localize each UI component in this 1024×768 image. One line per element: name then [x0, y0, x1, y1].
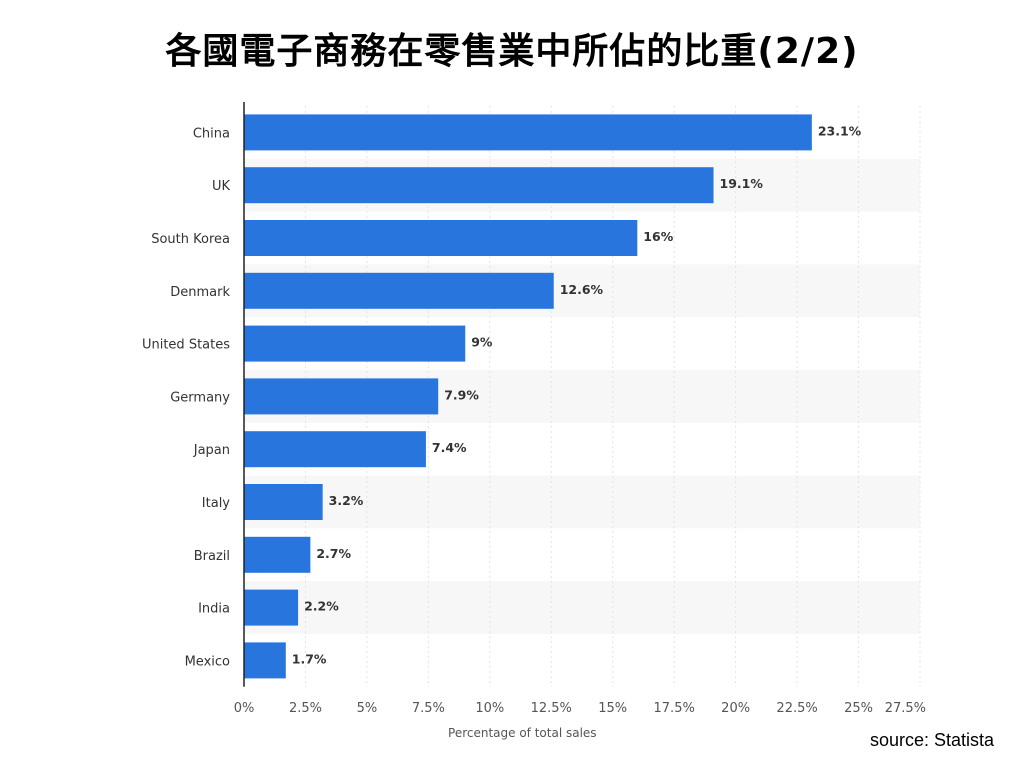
row-stripe — [244, 581, 920, 634]
category-label: Denmark — [170, 285, 230, 300]
x-axis-title: Percentage of total sales — [448, 726, 597, 740]
category-label: Mexico — [185, 654, 230, 669]
x-tick-label: 15% — [598, 701, 627, 716]
category-label: Germany — [170, 390, 230, 405]
category-label: Japan — [193, 443, 230, 458]
bar — [244, 431, 426, 468]
x-tick-label: 0% — [234, 701, 255, 716]
x-tick-label: 25% — [844, 701, 873, 716]
bar — [244, 325, 466, 362]
x-tick-label: 22.5% — [776, 701, 817, 716]
bar — [244, 220, 638, 256]
value-label: 23.1% — [818, 123, 862, 138]
bar — [244, 167, 714, 204]
value-label: 7.4% — [432, 440, 467, 455]
bar — [244, 642, 286, 679]
slide-title: 各國電子商務在零售業中所佔的比重(2/2) — [165, 31, 859, 72]
category-labels: China UK South Korea Denmark United States Ge… — [142, 126, 230, 669]
bar — [244, 484, 323, 520]
source-note: source: Statista — [869, 730, 994, 750]
x-tick-label: 17.5% — [654, 701, 695, 716]
row-stripes — [244, 158, 920, 634]
category-label: South Korea — [151, 232, 230, 247]
x-tick-label: 20% — [721, 701, 750, 716]
category-label: UK — [212, 179, 231, 194]
x-tick-label: 5% — [357, 701, 378, 716]
bar — [244, 536, 311, 573]
x-tick-label: 2.5% — [289, 701, 322, 716]
value-label: 16% — [643, 229, 673, 244]
bar — [244, 272, 554, 309]
value-label: 9% — [471, 335, 493, 350]
bar — [244, 378, 439, 415]
category-label: United States — [142, 338, 230, 353]
value-labels: 23.1% 19.1% 16% 12.6% 9% 7.9% 7.4% 3.2% 2.7% 2.2%… — [292, 123, 862, 666]
x-tick-label: 10% — [475, 701, 504, 716]
value-label: 1.7% — [292, 651, 327, 666]
category-label: Brazil — [194, 549, 230, 564]
value-label: 2.7% — [316, 546, 351, 561]
bar — [244, 589, 299, 626]
bar — [244, 114, 812, 151]
row-stripe — [244, 475, 920, 529]
category-label: Italy — [202, 496, 231, 511]
value-label: 19.1% — [720, 176, 764, 191]
bars — [244, 114, 812, 679]
category-label: India — [198, 602, 230, 617]
value-label: 3.2% — [329, 493, 364, 508]
value-label: 12.6% — [560, 282, 604, 297]
value-label: 7.9% — [444, 387, 479, 402]
x-tick-label: 27.5% — [885, 701, 926, 716]
category-label: China — [193, 126, 230, 141]
x-tick-label: 7.5% — [412, 701, 445, 716]
x-axis-ticks: 0% 2.5% 5% 7.5% 10% 12.5% 15% 17.5% 20% 22.5% 25% 2… — [234, 701, 926, 716]
x-tick-label: 12.5% — [531, 701, 572, 716]
value-label: 2.2% — [304, 599, 339, 614]
